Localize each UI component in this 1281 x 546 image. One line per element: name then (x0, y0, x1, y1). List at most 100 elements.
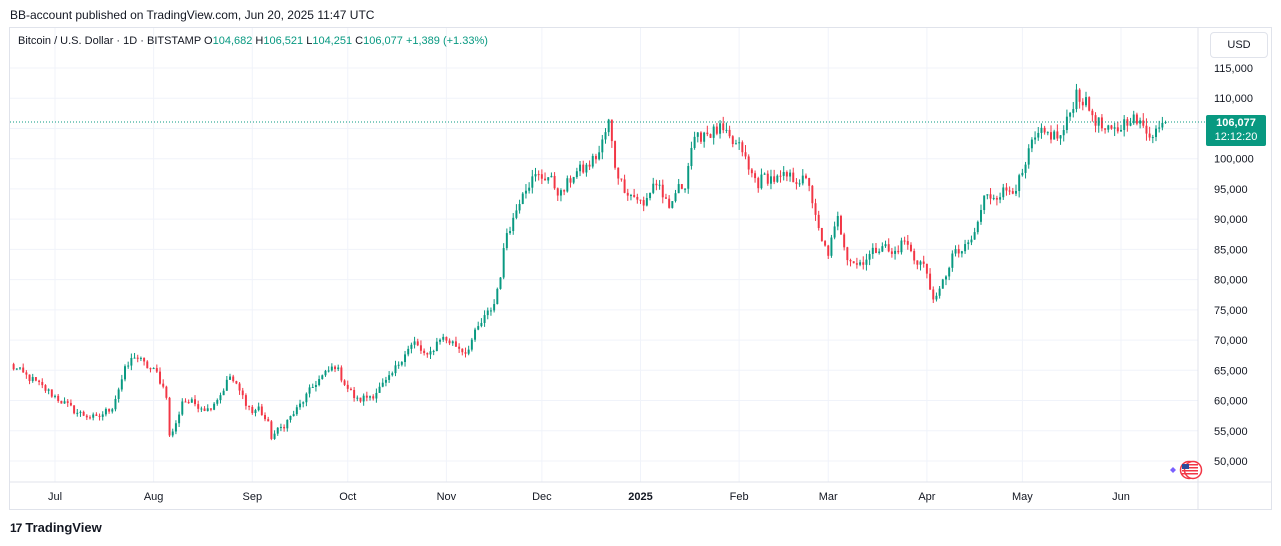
candle-body (852, 261, 855, 264)
candle-body (448, 340, 451, 344)
candle-body (960, 251, 963, 254)
candle-body (359, 397, 362, 402)
chart-frame[interactable] (9, 27, 1272, 510)
candle-body (604, 132, 607, 140)
candle-body (47, 389, 50, 391)
candle-body (769, 176, 772, 184)
y-tick-label: 80,000 (1214, 275, 1248, 287)
x-tick-label: Nov (437, 491, 457, 503)
candle-body (353, 389, 356, 399)
candle-body (57, 395, 60, 401)
candle-body (435, 341, 438, 352)
candle-body (824, 241, 827, 246)
us-flag-icon[interactable] (1166, 460, 1206, 480)
candle-body (60, 400, 63, 404)
candle-body (833, 226, 836, 238)
candle-body (349, 388, 352, 390)
y-tick-label: 50,000 (1214, 456, 1248, 468)
tradingview-logo[interactable]: 17 TradingView (10, 520, 102, 535)
candle-body (95, 414, 98, 416)
candle-body (782, 172, 785, 176)
candle-body (534, 174, 537, 177)
candle-body (248, 405, 251, 407)
candle-body (178, 414, 181, 424)
candle-body (423, 350, 426, 354)
candle-body (229, 376, 232, 380)
candle-body (101, 414, 104, 417)
candle-body (925, 263, 928, 274)
candle-body (556, 188, 559, 196)
candle-body (906, 241, 909, 245)
candle-body (932, 289, 935, 300)
candle-body (279, 426, 282, 428)
candle-body (868, 254, 871, 260)
candle-body (550, 175, 553, 178)
candle-body (89, 417, 91, 419)
candle-body (442, 336, 445, 340)
candle-body (995, 197, 998, 200)
candle-body (136, 357, 139, 359)
candle-body (69, 402, 72, 406)
candle-body (897, 250, 900, 253)
candle-body (432, 351, 435, 353)
candle-body (264, 415, 267, 420)
candle-body (954, 249, 957, 254)
candle-body (15, 368, 18, 370)
candle-body (594, 155, 597, 160)
candle-body (849, 260, 852, 262)
candle-body (397, 364, 400, 366)
candle-body (31, 377, 34, 381)
candle-body (1005, 187, 1008, 191)
candle-body (159, 371, 161, 384)
candle-body (117, 389, 120, 399)
candle-body (232, 376, 235, 382)
candle-body (741, 142, 744, 153)
candle-body (493, 304, 496, 311)
candle-body (524, 190, 527, 194)
candle-body (474, 329, 477, 340)
candle-body (553, 175, 556, 189)
y-tick-label: 90,000 (1214, 214, 1248, 226)
candle-body (273, 433, 276, 439)
candle-body (324, 370, 327, 376)
candle-body (340, 367, 343, 381)
candle-body (1155, 128, 1157, 138)
candle-body (706, 132, 709, 135)
candle-body (1059, 135, 1062, 139)
candle-body (789, 172, 792, 177)
candle-body (712, 126, 715, 138)
candle-body (225, 379, 228, 391)
candle-body (808, 178, 811, 186)
candle-body (404, 354, 407, 363)
candle-body (1062, 130, 1065, 136)
candle-body (636, 196, 639, 200)
y-tick-label: 95,000 (1214, 184, 1248, 196)
candle-body (34, 377, 37, 381)
candle-body (1072, 109, 1075, 113)
close-value: 106,077 (363, 35, 403, 47)
candle-body (1100, 117, 1103, 129)
currency-selector[interactable]: USD (1210, 32, 1268, 58)
candle-body (146, 361, 149, 369)
y-tick-label: 110,000 (1214, 93, 1253, 105)
candle-body (206, 408, 209, 411)
candle-body (661, 184, 664, 198)
candle-body (579, 164, 582, 172)
candle-body (343, 380, 346, 385)
open-value: 104,682 (212, 35, 253, 47)
candle-body (1081, 101, 1084, 106)
bar-countdown: 12:12:20 (1214, 131, 1258, 143)
candle-body (174, 423, 177, 432)
candle-body (1142, 120, 1145, 126)
candle-body (216, 400, 219, 404)
candle-body (738, 142, 741, 144)
symbol-name[interactable]: Bitcoin / U.S. Dollar · 1D · BITSTAMP (18, 35, 201, 47)
y-tick-label: 75,000 (1214, 305, 1248, 317)
candle-body (773, 176, 776, 182)
candle-body (518, 204, 521, 211)
candle-body (1075, 89, 1078, 110)
candle-body (747, 156, 750, 170)
candle-body (989, 194, 992, 199)
candle-body (677, 184, 680, 194)
